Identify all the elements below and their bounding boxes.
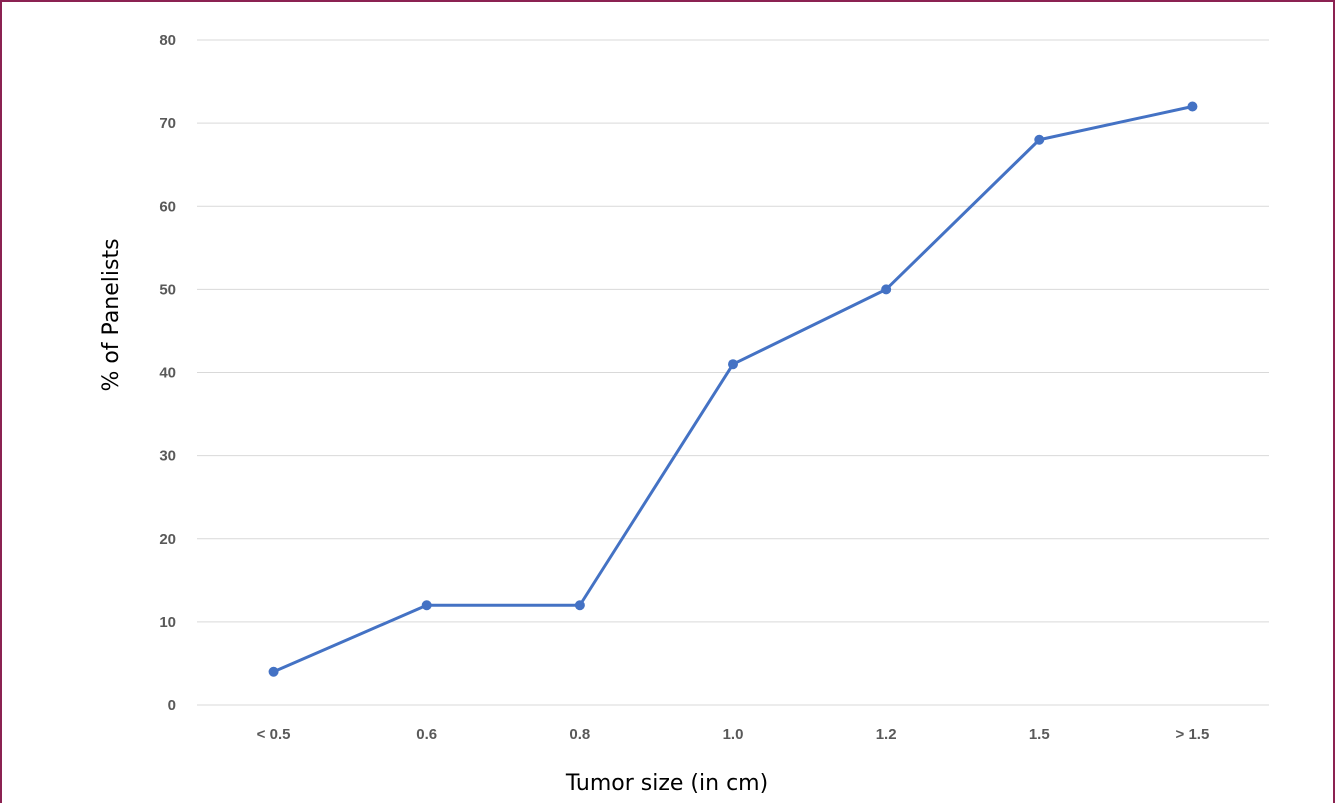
series-line xyxy=(272,105,1193,674)
y-tick-label: 30 xyxy=(159,448,176,465)
x-axis-title: Tumor size (in cm) xyxy=(565,771,768,796)
y-tick-label: 50 xyxy=(159,281,176,298)
y-axis-title: % of Panelists xyxy=(99,238,124,391)
series-layer xyxy=(268,101,1198,677)
y-tick-label: 20 xyxy=(159,531,176,548)
data-point xyxy=(1034,134,1045,145)
x-tick-label: 1.5 xyxy=(1029,726,1050,743)
y-tick-label: 0 xyxy=(168,697,176,714)
x-tick-label: 1.2 xyxy=(876,726,897,743)
data-point xyxy=(1187,101,1198,112)
y-tick-label: 10 xyxy=(159,614,176,631)
x-tick-label: 0.6 xyxy=(416,726,437,743)
gridlines xyxy=(197,39,1269,706)
x-tick-label: 1.0 xyxy=(723,726,744,743)
x-tick-label: > 1.5 xyxy=(1176,726,1210,743)
y-tick-label: 40 xyxy=(159,365,176,382)
x-tick-label: 0.8 xyxy=(569,726,590,743)
y-tick-label: 80 xyxy=(159,32,176,49)
x-tick-label: < 0.5 xyxy=(257,726,291,743)
x-axis-ticks: < 0.5 0.6 0.8 1.0 1.2 1.5 > 1.5 xyxy=(257,726,1210,743)
y-tick-label: 70 xyxy=(159,115,176,132)
data-point xyxy=(881,284,892,295)
data-point xyxy=(421,600,432,611)
y-axis-ticks: 0 10 20 30 40 50 60 70 80 xyxy=(159,32,176,714)
data-point xyxy=(574,600,585,611)
y-tick-label: 60 xyxy=(159,198,176,215)
data-point xyxy=(268,666,279,677)
data-point xyxy=(728,359,738,370)
